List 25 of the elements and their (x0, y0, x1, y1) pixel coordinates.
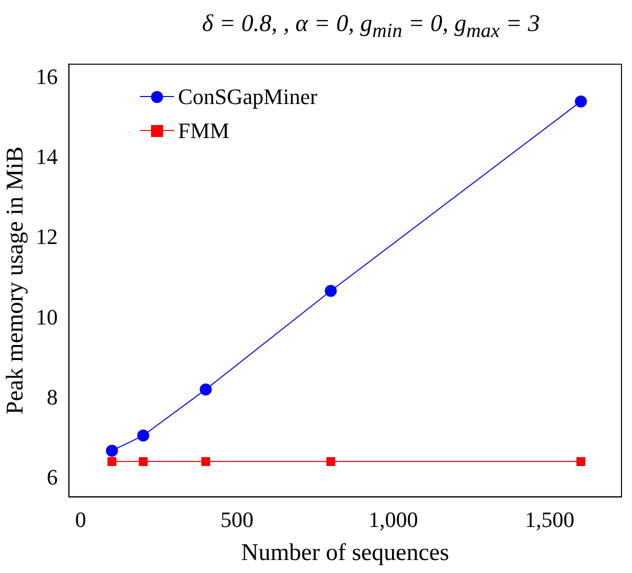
point (137, 430, 150, 442)
point (576, 457, 586, 466)
point (326, 457, 336, 466)
x-tick-label: 0 (75, 506, 86, 532)
chart-title: δ = 0.8, , α = 0, g$_{min}$ = 0, g$_{max}$ = 3 (201, 10, 541, 44)
point (106, 444, 118, 457)
x-axis-title: Number of sequences (241, 540, 450, 566)
point (108, 457, 116, 466)
y-tick-label: 16 (36, 64, 58, 89)
y-tick-label: 12 (36, 224, 58, 250)
legend-label: FMM (178, 117, 230, 145)
y-tick-label: 6 (46, 464, 58, 490)
y-tick-label: 14 (36, 144, 58, 170)
point (574, 95, 587, 108)
point (200, 383, 212, 396)
point (138, 457, 148, 466)
x-tick-label: 1,500 (524, 506, 574, 532)
legend-label: ConSGapMiner (178, 83, 318, 111)
x-tick-label: 500 (220, 506, 254, 532)
x-tick-label: 1,000 (368, 506, 418, 532)
y-tick-label: 10 (36, 304, 58, 330)
y-tick-label: 8 (46, 384, 58, 410)
point (324, 284, 337, 297)
y-axis-title: Peak memory usage in MiB (2, 146, 29, 414)
point (201, 457, 210, 466)
